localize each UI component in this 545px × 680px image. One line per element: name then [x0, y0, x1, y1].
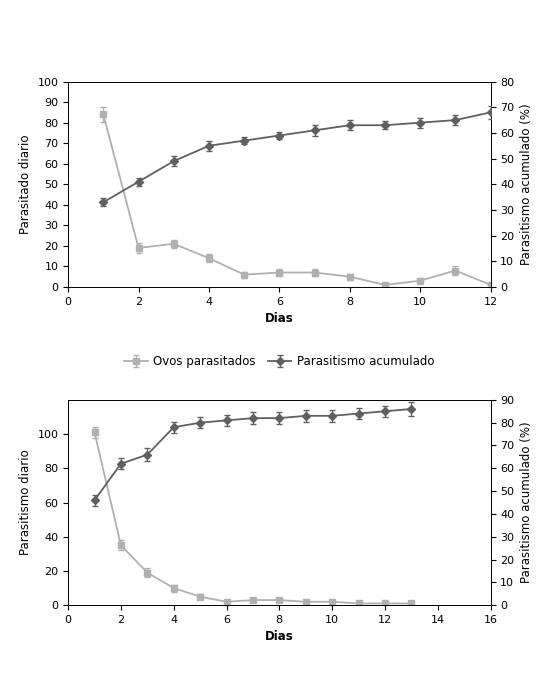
X-axis label: Dias: Dias	[265, 630, 294, 643]
Y-axis label: Parasitismo acumulado (%): Parasitismo acumulado (%)	[520, 422, 533, 583]
Legend: Ovos parasitados, Parasitismo acumulado: Ovos parasitados, Parasitismo acumulado	[119, 350, 439, 373]
Y-axis label: Parasitismo diario: Parasitismo diario	[19, 449, 32, 556]
X-axis label: Dias: Dias	[265, 312, 294, 325]
Y-axis label: Parasitado diario: Parasitado diario	[19, 135, 32, 234]
Y-axis label: Parasitismo acumulado (%): Parasitismo acumulado (%)	[520, 103, 533, 265]
